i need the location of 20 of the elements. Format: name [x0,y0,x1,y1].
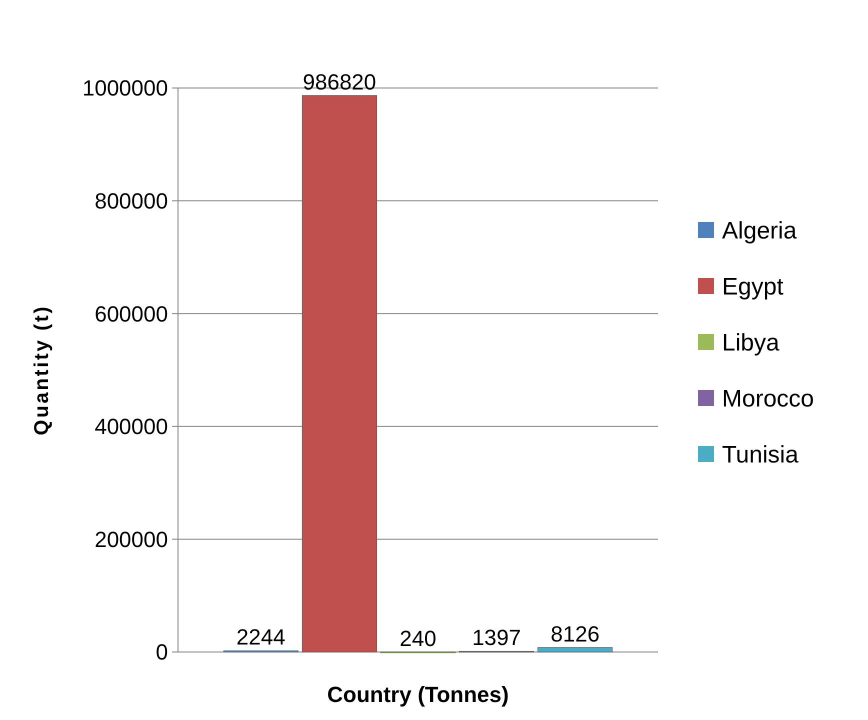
bar [538,647,613,652]
data-label: 8126 [550,621,600,646]
data-label: 240 [400,626,436,651]
legend-label: Egypt [722,273,784,300]
data-label: 2244 [236,624,286,650]
legend-label: Tunisia [722,441,800,468]
legend-label: Algeria [722,217,798,244]
y-tick-label: 200000 [94,526,168,552]
y-axis-title: Quantity (t) [31,304,53,436]
y-tick-label: 1000000 [82,76,168,101]
y-tick-label: 0 [156,640,168,665]
legend-label: Libya [722,329,780,356]
y-tick-label: 800000 [94,188,168,214]
x-axis-title: Country (Tonnes) [327,682,509,707]
legend-label: Morocco [722,385,814,412]
data-label: 986820 [302,69,376,94]
y-tick-label: 600000 [94,301,168,326]
bar [302,95,377,652]
y-tick-label: 400000 [94,414,168,440]
data-label: 1397 [472,625,522,650]
